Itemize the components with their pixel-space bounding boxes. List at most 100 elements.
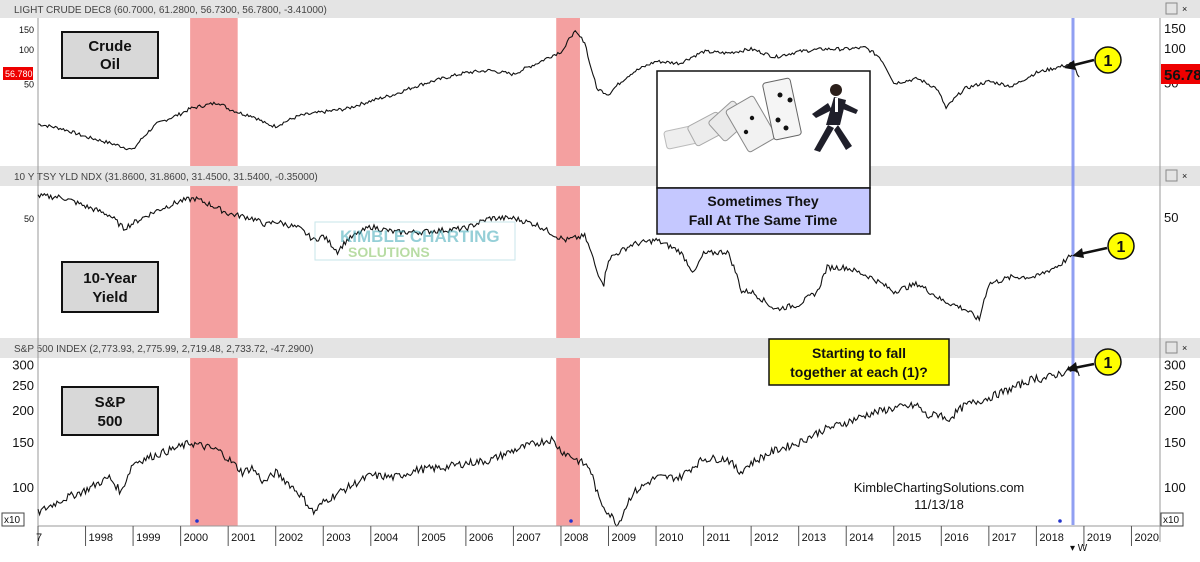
axis-event-dot xyxy=(569,519,573,523)
x-axis-ticks: 7 1998 1999 2000 2001 2002 2003 2004 2005 2006 200… xyxy=(36,526,1159,546)
question-rect xyxy=(768,338,950,386)
marker-1-spx: 1 xyxy=(1066,348,1122,376)
spx-label-box: S&P 500 xyxy=(61,386,159,436)
yield-header-bar xyxy=(0,166,1200,186)
x-tick-label: 2002 xyxy=(279,532,303,544)
crude-last-value-badge xyxy=(1161,64,1200,84)
yield-label-line-2: Yield xyxy=(92,289,127,306)
x-tick-label: 2000 xyxy=(184,532,208,544)
marker-number: 1 xyxy=(1117,239,1126,256)
x-tick-label: 2008 xyxy=(564,532,588,544)
y-tick-left-50: 50 xyxy=(24,79,34,89)
y-tick-right-50: 50 xyxy=(1164,210,1178,225)
x-tick-label: 2014 xyxy=(849,532,873,544)
spx-panel-close-icon[interactable]: × xyxy=(1182,343,1187,353)
x-tick-label: 2001 xyxy=(231,532,255,544)
x-tick-label: 2007 xyxy=(516,532,540,544)
crude-oil-line xyxy=(37,29,1080,151)
x-tick-label: 7 xyxy=(36,532,42,544)
shaded-period-1 xyxy=(190,18,238,526)
x-tick-label: 2003 xyxy=(326,532,350,544)
domino-illustration xyxy=(656,70,871,189)
y-tick-left-300: 300 xyxy=(12,358,34,373)
spx-label-line-1: S&P xyxy=(95,394,126,411)
watermark: KIMBLE CHARTING SOLUTIONS xyxy=(314,221,516,261)
x-tick-label: 2009 xyxy=(612,532,636,544)
yield-header-text: 10 Y TSY YLD NDX (31.8600, 31.8600, 31.4… xyxy=(14,172,318,183)
y-tick-right-150: 150 xyxy=(1164,435,1186,450)
x-tick-label: 2017 xyxy=(992,532,1016,544)
x-tick-label: 2020 xyxy=(1134,532,1158,544)
crude-last-value-left: 56.780 xyxy=(5,69,33,79)
y-tick-left-250: 250 xyxy=(12,378,34,393)
x-tick-label: 2013 xyxy=(802,532,826,544)
units-badge-left-text: x10 xyxy=(4,515,21,526)
y-tick-left-50: 50 xyxy=(24,214,34,224)
x-tick-label: 2012 xyxy=(754,532,778,544)
x-tick-label: 2011 xyxy=(707,532,731,544)
sp500-line xyxy=(37,365,1080,528)
units-badge-left xyxy=(1,512,25,527)
yield-label-box: 10-Year Yield xyxy=(61,261,159,313)
spx-label-rect xyxy=(61,386,159,436)
ten-year-yield-line xyxy=(37,192,1073,322)
y-tick-right-150: 150 xyxy=(1164,21,1186,36)
spx-header-text: S&P 500 INDEX (2,773.93, 2,775.99, 2,719… xyxy=(14,344,313,355)
axis-event-dot xyxy=(1058,519,1062,523)
yield-panel-close-icon[interactable]: × xyxy=(1182,171,1187,181)
falling-dominoes-icon xyxy=(663,77,802,153)
crude-last-value: 56.78 xyxy=(1164,67,1200,84)
spx-y-ticks: 300 300 250 250 200 200 150 150 100 100 xyxy=(12,358,1185,495)
y-tick-right-100: 100 xyxy=(1164,480,1186,495)
yield-panel-menu-icon[interactable] xyxy=(1165,169,1178,182)
watermark-line-2: SOLUTIONS xyxy=(348,244,430,260)
yield-y-ticks: 50 50 xyxy=(24,210,1178,225)
shaded-period-2 xyxy=(556,18,580,526)
y-tick-right-250: 250 xyxy=(1164,378,1186,393)
crude-header-bar xyxy=(0,0,1200,18)
spx-panel-menu-icon[interactable] xyxy=(1165,341,1178,354)
date-axis-icons[interactable]: ▾ W xyxy=(1070,543,1088,554)
yield-label-rect xyxy=(61,261,159,313)
crude-panel-menu-icon[interactable] xyxy=(1165,2,1178,15)
x-tick-label: 2016 xyxy=(944,532,968,544)
x-tick-label: 2004 xyxy=(374,532,398,544)
caption-rect xyxy=(656,187,871,235)
crude-label-rect xyxy=(61,31,159,79)
watermark-frame xyxy=(314,221,516,261)
question-line-1: Starting to fall xyxy=(812,345,906,361)
y-tick-right-100: 100 xyxy=(1164,41,1186,56)
marker-circle xyxy=(1107,232,1135,260)
y-tick-left-100: 100 xyxy=(12,480,34,495)
crude-label-line-1: Crude xyxy=(88,38,131,55)
watermark-line-1: KIMBLE CHARTING xyxy=(340,227,500,246)
signature-site: KimbleChartingSolutions.com xyxy=(854,480,1025,495)
axis-event-dot xyxy=(195,519,199,523)
spx-label-line-2: 500 xyxy=(97,413,122,430)
caption-line-2: Fall At The Same Time xyxy=(689,212,838,228)
y-tick-right-200: 200 xyxy=(1164,403,1186,418)
crude-panel-close-icon[interactable]: × xyxy=(1182,4,1187,14)
x-tick-label: 1999 xyxy=(136,532,160,544)
y-tick-left-200: 200 xyxy=(12,403,34,418)
x-tick-label: 2006 xyxy=(469,532,493,544)
y-tick-right-300: 300 xyxy=(1164,358,1186,373)
x-tick-label: 2019 xyxy=(1087,532,1111,544)
crude-label-line-2: Oil xyxy=(100,56,120,73)
marker-circle xyxy=(1094,46,1122,74)
y-tick-left-150: 150 xyxy=(19,25,34,35)
running-businessman-icon xyxy=(812,84,858,152)
crude-oil-label-box: Crude Oil xyxy=(61,31,159,79)
x-tick-label: 1998 xyxy=(89,532,113,544)
marker-1-yield: 1 xyxy=(1072,232,1135,260)
question-line-2: together at each (1)? xyxy=(790,364,928,380)
caption-line-1: Sometimes They xyxy=(707,193,818,209)
x-tick-label: 2010 xyxy=(659,532,683,544)
marker-number: 1 xyxy=(1104,355,1113,372)
yield-label-line-1: 10-Year xyxy=(83,270,137,287)
x-tick-label: 2018 xyxy=(1039,532,1063,544)
crude-last-value-left-badge xyxy=(3,67,33,80)
